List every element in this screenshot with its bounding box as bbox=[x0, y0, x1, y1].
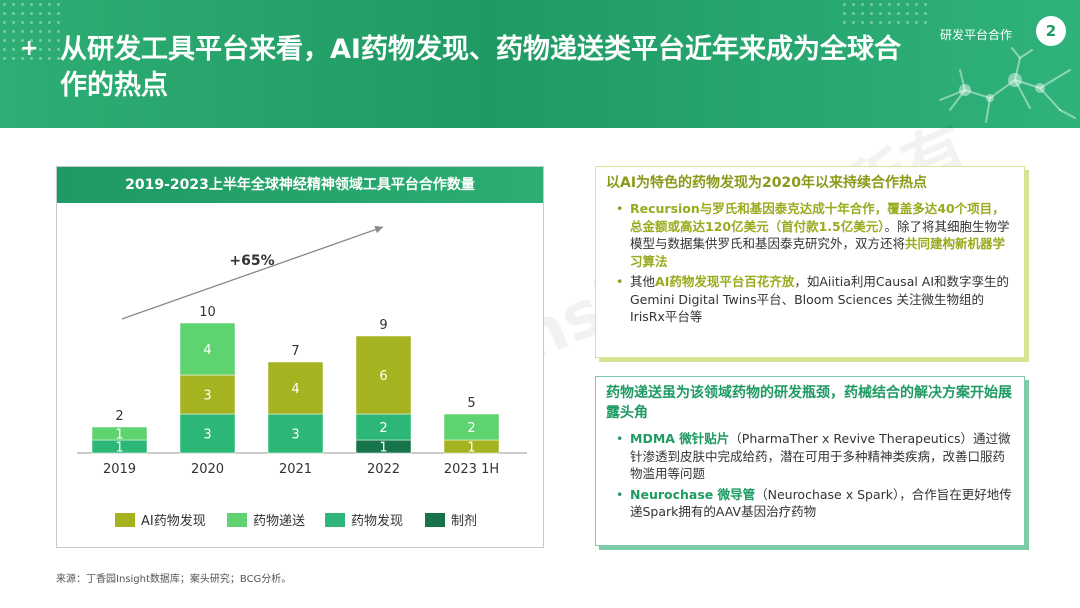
body-text: （Neurochase x Spark），合作旨在更好地传递Spark拥有的AA… bbox=[630, 486, 1012, 520]
legend-swatch bbox=[325, 513, 345, 527]
legend-label: 制剂 bbox=[451, 514, 477, 529]
total-label: 10 bbox=[199, 305, 216, 320]
list-item: MDMA 微针贴片（PharmaTher x Revive Therapeuti… bbox=[616, 430, 1014, 483]
data-label: 1 bbox=[115, 428, 123, 443]
data-label: 3 bbox=[291, 428, 299, 443]
x-tick-label: 2021 bbox=[279, 462, 312, 477]
x-tick-label: 2020 bbox=[191, 462, 224, 477]
bullet-list: MDMA 微针贴片（PharmaTher x Revive Therapeuti… bbox=[596, 425, 1024, 521]
section-label: 研发平台合作 bbox=[940, 28, 1013, 42]
total-label: 5 bbox=[467, 396, 475, 411]
bar-segment bbox=[267, 413, 324, 454]
list-item: Neurochase 微导管（Neurochase x Spark），合作旨在更… bbox=[616, 486, 1014, 521]
body-text: 其他 bbox=[630, 274, 656, 289]
total-label: 7 bbox=[291, 344, 299, 359]
data-label: 2 bbox=[467, 421, 475, 436]
total-label: 9 bbox=[379, 318, 387, 333]
data-label: 1 bbox=[467, 441, 475, 456]
bullet-list: Recursion与罗氏和基因泰克达成十年合作，覆盖多达40个项目，总金额或高达… bbox=[596, 195, 1024, 326]
bar-segment bbox=[179, 413, 236, 454]
bar-segment bbox=[179, 374, 236, 415]
total-label: 2 bbox=[115, 409, 123, 424]
plus-icon: + bbox=[20, 36, 39, 61]
bar-segment bbox=[355, 413, 412, 441]
legend-label: AI药物发现 bbox=[141, 513, 206, 529]
data-label: 3 bbox=[203, 389, 211, 404]
chart-title: 2019-2023上半年全球神经精神领域工具平台合作数量 bbox=[57, 167, 543, 203]
highlight-text: AI药物发现平台百花齐放 bbox=[655, 274, 795, 289]
data-label: 3 bbox=[203, 428, 211, 443]
growth-arrow bbox=[121, 225, 384, 320]
neuron-icon bbox=[939, 47, 1076, 123]
page-number: 2 bbox=[1036, 16, 1066, 46]
highlight-text: Recursion与罗氏和基因泰克达成十年合作，覆盖多达40个项目，总金额或高达… bbox=[630, 201, 1005, 234]
box-title: 以AI为特色的药物发现为2020年以来持续合作热点 bbox=[606, 175, 928, 191]
x-tick-label: 2019 bbox=[103, 462, 136, 477]
legend-label: 药物递送 bbox=[253, 514, 305, 529]
list-item: 其他AI药物发现平台百花齐放，如Aiitia利用Causal AI和数字孪生的G… bbox=[616, 273, 1014, 326]
legend-swatch bbox=[115, 513, 135, 527]
data-label: 1 bbox=[115, 441, 123, 456]
data-label: 4 bbox=[203, 343, 211, 358]
list-item: Recursion与罗氏和基因泰克达成十年合作，覆盖多达40个项目，总金额或高达… bbox=[616, 200, 1014, 270]
data-label: 1 bbox=[379, 441, 387, 456]
legend-label: 药物发现 bbox=[351, 513, 403, 529]
x-tick-label: 2023 1H bbox=[444, 462, 499, 477]
bar-segment bbox=[179, 322, 236, 376]
chart-panel: 2019-2023上半年全球神经精神领域工具平台合作数量 1 1 2 2019 3 3 4 1… bbox=[56, 166, 544, 548]
drug-delivery-box: 药物递送虽为该领域药物的研发瓶颈，药械结合的解决方案开始展露头角 MDMA 微针… bbox=[595, 376, 1025, 546]
legend-swatch bbox=[227, 513, 247, 527]
highlight-text: MDMA 微针贴片 bbox=[630, 431, 730, 446]
body-text: （PharmaTher x Revive Therapeutics）通过微针渗透… bbox=[630, 431, 1011, 481]
bar-segment bbox=[91, 426, 148, 441]
decorative-dots bbox=[0, 0, 60, 60]
header-banner: + 从研发工具平台来看，AI药物发现、药物递送类平台近年来成为全球合作的热点 研… bbox=[0, 0, 1080, 128]
data-label: 2 bbox=[379, 421, 387, 436]
bar-segment bbox=[267, 361, 324, 415]
data-label: 4 bbox=[291, 382, 299, 397]
x-tick-label: 2022 bbox=[367, 462, 400, 477]
legend-swatch bbox=[425, 513, 445, 527]
growth-annotation: +65% bbox=[229, 253, 274, 269]
highlight-text: Neurochase 微导管 bbox=[630, 486, 756, 502]
ai-discovery-box: 以AI为特色的药物发现为2020年以来持续合作热点 Recursion与罗氏和基… bbox=[595, 166, 1025, 358]
bar-segment bbox=[355, 335, 412, 415]
body-text: ，如Aiitia利用Causal AI和数字孪生的Gemini Digital … bbox=[630, 274, 1010, 324]
decorative-dots bbox=[840, 0, 930, 30]
body-text: 。除了将其细胞生物学模型与数据集供罗氏和基因泰克研究外，双方还将 bbox=[630, 218, 1010, 252]
highlight-text: 共同建构新机器学习算法 bbox=[630, 236, 1006, 269]
box-title: 药物递送虽为该领域药物的研发瓶颈，药械结合的解决方案开始展露头角 bbox=[606, 385, 1012, 421]
data-label: 6 bbox=[379, 369, 387, 384]
page-title: 从研发工具平台来看，AI药物发现、药物递送类平台近年来成为全球合作的热点 bbox=[60, 34, 901, 101]
source-note: 来源：丁香园Insight数据库；案头研究；BCG分析。 bbox=[56, 574, 292, 585]
bar-segment bbox=[443, 413, 500, 441]
